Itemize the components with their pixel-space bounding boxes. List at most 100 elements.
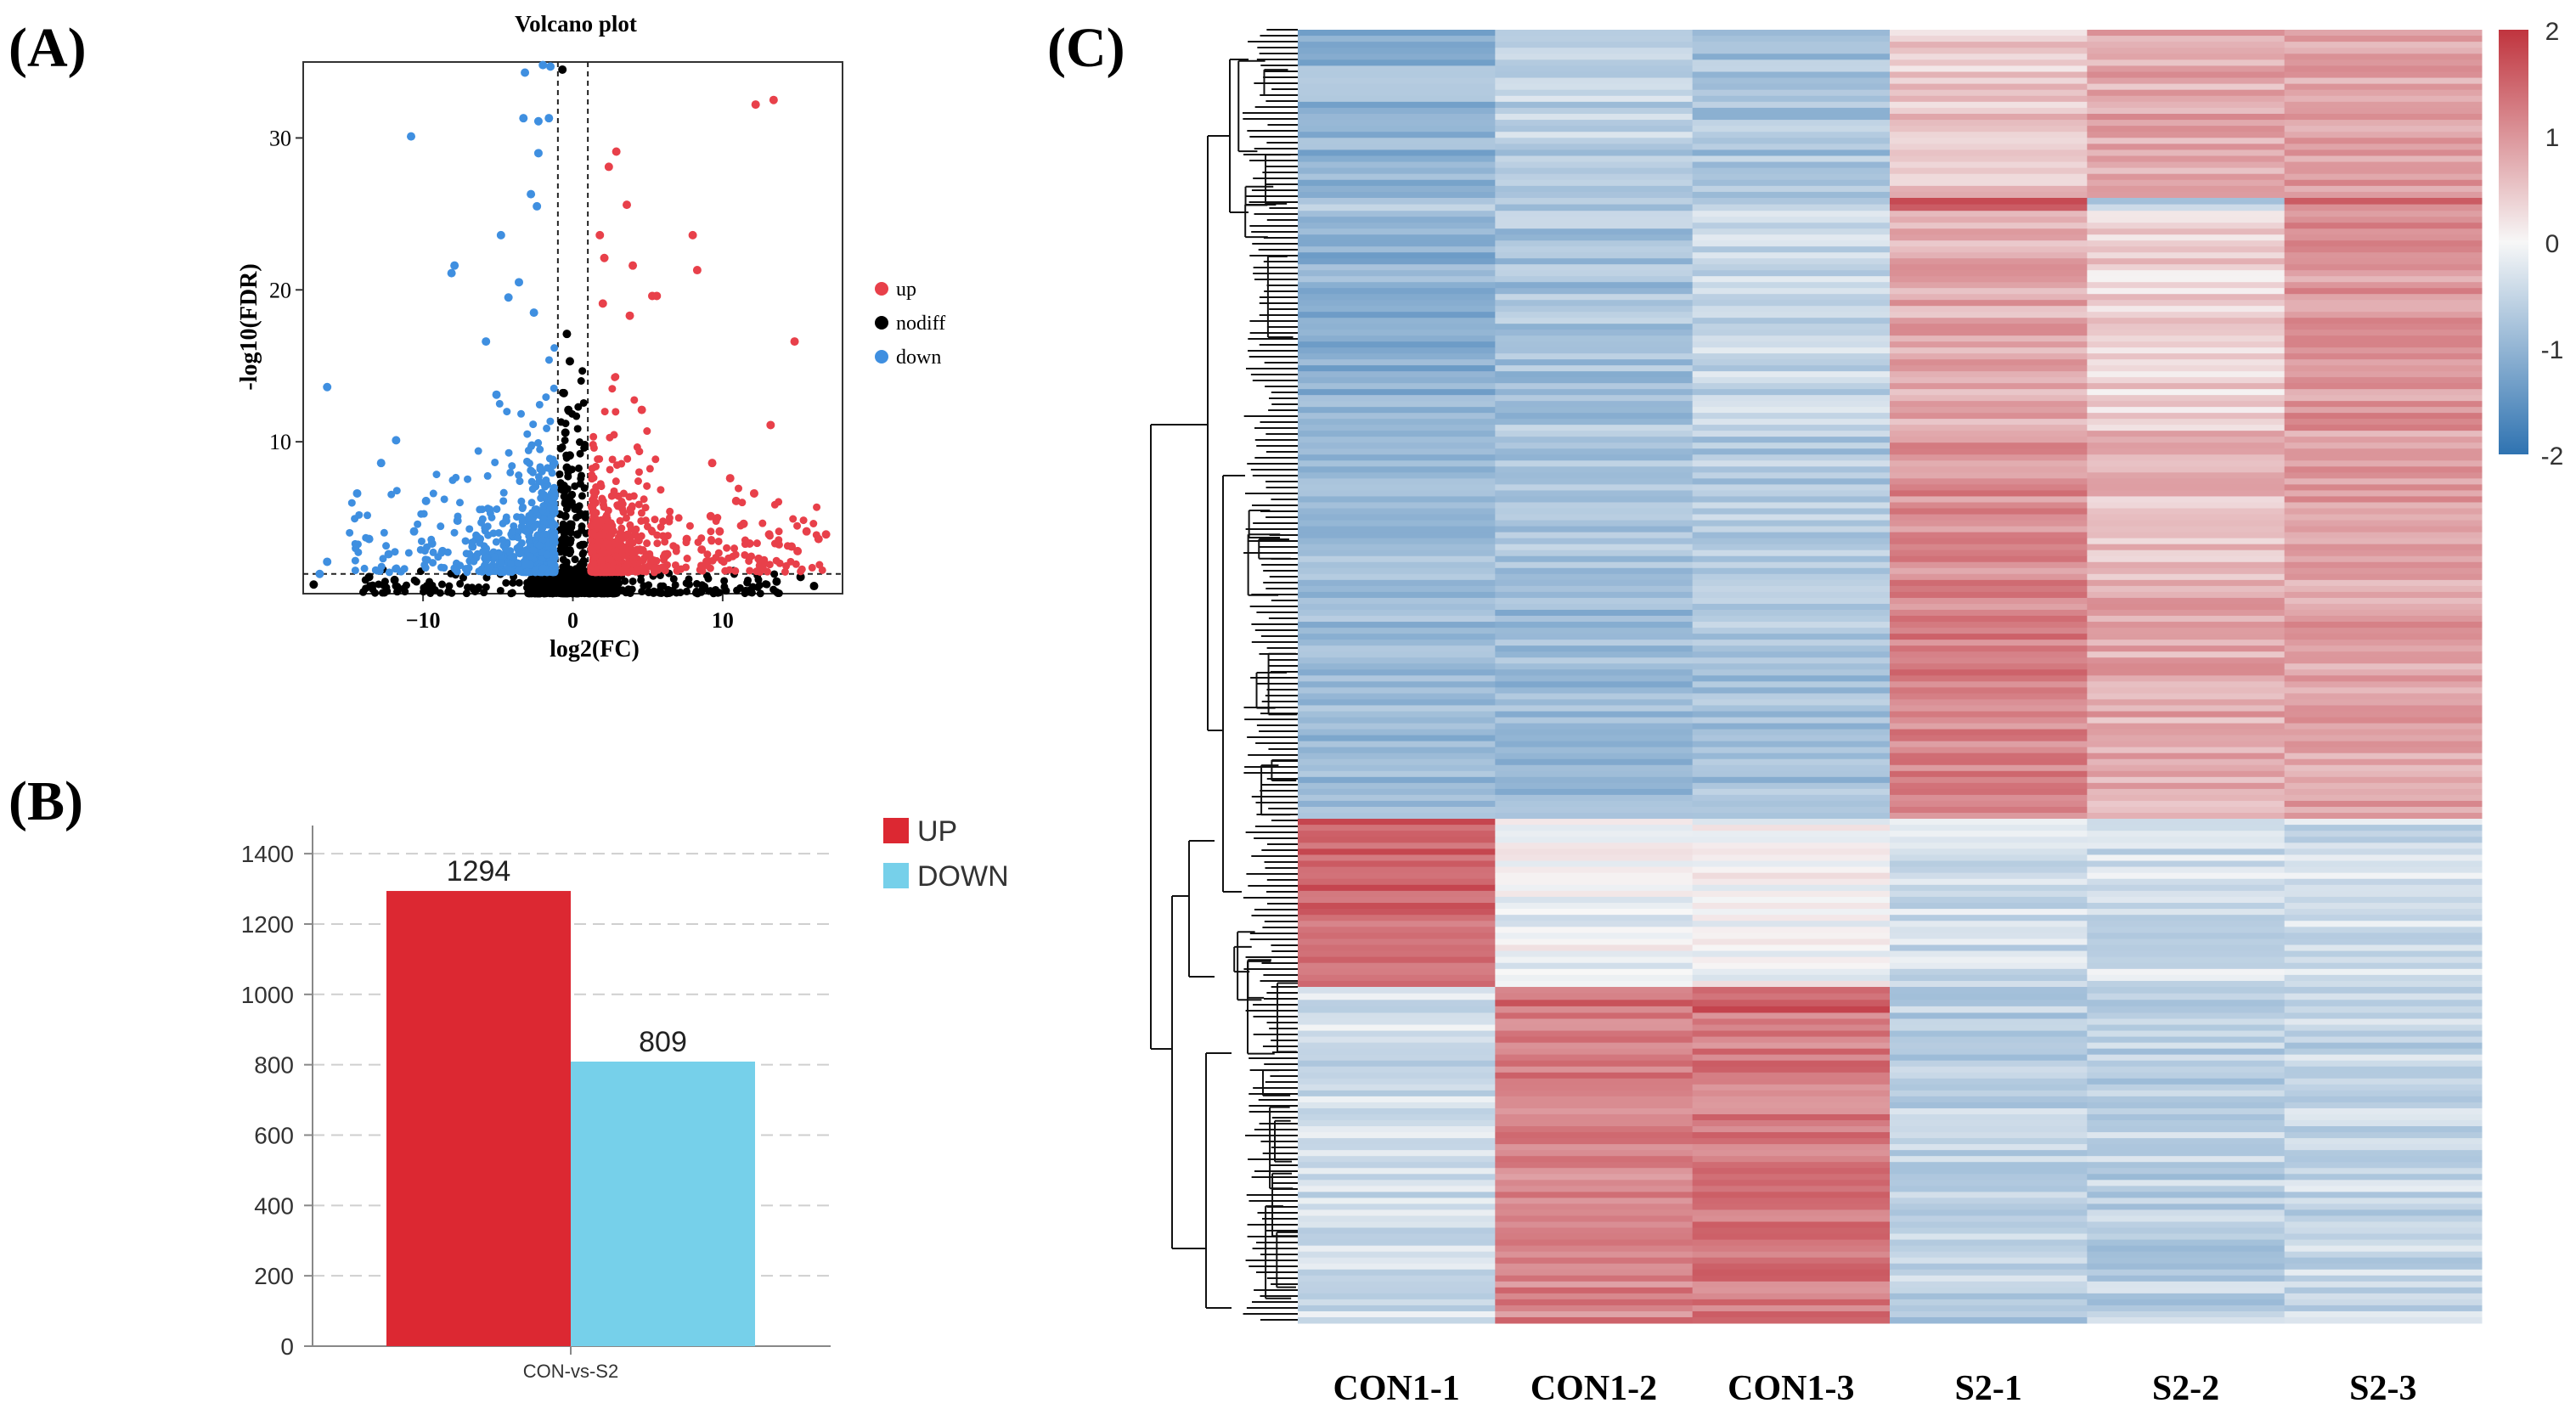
heatmap-cell: [1298, 860, 1496, 868]
heatmap-cell: [1495, 77, 1694, 85]
heatmap-cell: [2087, 330, 2286, 336]
volcano-point-down: [443, 548, 452, 556]
heatmap-cell: [1692, 687, 1891, 694]
heatmap-cell: [1495, 59, 1694, 66]
heatmap-cell: [1495, 71, 1694, 79]
volcano-point-down: [475, 567, 483, 576]
heatmap-cell: [2284, 1126, 2483, 1133]
heatmap-cell: [1890, 896, 2088, 904]
heatmap-cell: [2284, 741, 2483, 748]
colorbar-tick-label: -2: [2541, 442, 2564, 471]
heatmap-cell: [1890, 306, 2088, 313]
heatmap-cell: [2087, 591, 2286, 599]
heatmap-cell: [1298, 107, 1496, 115]
heatmap-cell: [1495, 1078, 1694, 1085]
volcano-point-down: [525, 459, 533, 468]
volcano-point-down: [504, 293, 513, 302]
heatmap-cell: [1495, 258, 1694, 265]
heatmap-cell: [2087, 794, 2286, 802]
heatmap-cell: [2284, 217, 2483, 223]
heatmap-cell: [2284, 514, 2483, 521]
heatmap-cell: [2284, 472, 2483, 479]
heatmap-cell: [1692, 806, 1891, 814]
heatmap-cell: [1495, 466, 1694, 473]
heatmap-cell: [2284, 890, 2483, 898]
heatmap-cell: [1890, 610, 2088, 617]
volcano-point-up: [643, 539, 651, 548]
heatmap-cell: [2284, 437, 2483, 443]
heatmap-cell: [2284, 567, 2483, 575]
heatmap-cell: [1495, 318, 1694, 324]
heatmap-cell: [1890, 490, 2088, 497]
heatmap-cell: [1692, 921, 1891, 927]
volcano-point-up: [612, 147, 621, 156]
volcano-point-down: [352, 544, 360, 553]
volcano-point-nodiff: [561, 436, 569, 444]
heatmap-cell: [2284, 413, 2483, 420]
heatmap-cell: [1692, 377, 1891, 384]
heatmap-cell: [1298, 407, 1496, 414]
volcano-point-down: [464, 475, 472, 483]
volcano-point-down: [420, 510, 428, 518]
heatmap-cell: [1890, 454, 2088, 461]
heatmap-cell: [1890, 425, 2088, 431]
heatmap-cell: [1692, 813, 1891, 820]
volcano-point-nodiff: [562, 330, 572, 339]
heatmap-cell: [1298, 723, 1496, 730]
heatmap-cell: [1692, 126, 1891, 132]
heatmap-cell: [1890, 699, 2088, 706]
heatmap-cell: [1298, 915, 1496, 921]
heatmap-cell: [2087, 819, 2286, 826]
heatmap-cell: [1495, 938, 1694, 946]
heatmap-cell: [2087, 359, 2286, 366]
heatmap-cell: [1890, 1257, 2088, 1265]
heatmap-cell: [1495, 561, 1694, 569]
heatmap-cell: [1298, 1233, 1496, 1241]
volcano-point-up: [818, 566, 826, 574]
heatmap-cell: [1298, 622, 1496, 628]
heatmap-cell: [2087, 1006, 2286, 1013]
heatmap-cell: [1298, 1102, 1496, 1109]
heatmap-cell: [2087, 65, 2286, 72]
volcano-point-down: [531, 566, 539, 575]
heatmap-cell: [2284, 240, 2483, 247]
heatmap-cell: [1890, 944, 2088, 952]
heatmap-cell: [1890, 472, 2088, 479]
heatmap-cell: [1890, 217, 2088, 223]
heatmap-cell: [2087, 927, 2286, 933]
volcano-point-up: [626, 505, 634, 514]
heatmap-cell: [2284, 167, 2483, 175]
heatmap-cell: [2284, 330, 2483, 336]
heatmap-cell: [1495, 1221, 1694, 1229]
volcano-point-down: [462, 550, 471, 558]
volcano-point-nodiff: [611, 580, 619, 589]
heatmap-cell: [1495, 723, 1694, 730]
heatmap-cell: [1692, 478, 1891, 485]
heatmap-cell: [1890, 1168, 2088, 1175]
volcano-point-up: [625, 311, 634, 320]
heatmap-cell: [2087, 938, 2286, 946]
heatmap-cell: [1298, 252, 1496, 259]
volcano-point-up: [604, 162, 613, 172]
heatmap-cell: [2284, 138, 2483, 144]
volcano-point-down: [519, 114, 528, 123]
volcano-point-up: [606, 521, 614, 529]
heatmap-cell: [2284, 371, 2483, 378]
volcano-point-nodiff: [508, 589, 516, 597]
volcano-point-down: [508, 462, 516, 471]
volcano-point-down: [534, 439, 543, 448]
volcano-point-down: [379, 555, 387, 563]
heatmap-cell: [2284, 980, 2483, 988]
heatmap-cell: [1495, 347, 1694, 354]
heatmap-cell: [1890, 927, 2088, 933]
volcano-point-down: [492, 390, 501, 399]
heatmap-cell: [1495, 909, 1694, 916]
heatmap-cell: [1495, 1239, 1694, 1247]
heatmap-cell: [2087, 318, 2286, 324]
heatmap-cell: [1890, 288, 2088, 295]
volcano-point-up: [599, 500, 607, 509]
volcano-ylabel: -log10(FDR): [236, 263, 262, 390]
heatmap-cell: [1495, 915, 1694, 921]
heatmap-cell: [2087, 909, 2286, 916]
volcano-point-up: [789, 515, 798, 523]
